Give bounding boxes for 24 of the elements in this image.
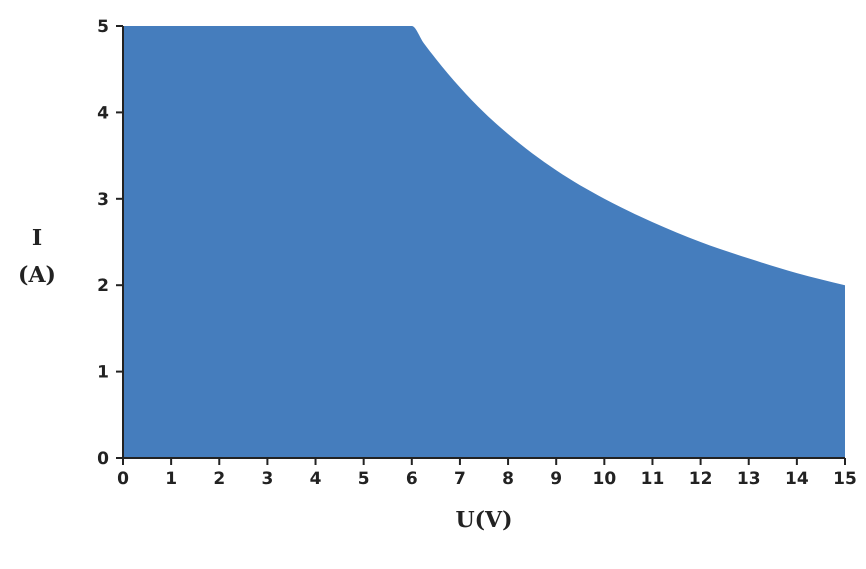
x-tick-label: 13 (736, 469, 761, 489)
x-tick-label: 8 (502, 469, 514, 489)
y-tick-label: 5 (97, 16, 109, 37)
x-tick-label: 14 (785, 469, 809, 489)
x-tick-label: 2 (213, 469, 226, 489)
x-tick-label: 6 (406, 469, 418, 489)
y-tick-label: 1 (97, 362, 109, 383)
x-tick-label: 3 (261, 469, 274, 489)
x-tick-label: 10 (592, 469, 616, 489)
x-tick-label: 4 (310, 469, 322, 489)
x-tick-label: 11 (640, 469, 664, 489)
x-tick-label: 1 (165, 469, 178, 489)
y-tick-label: 2 (97, 276, 109, 296)
x-tick-label: 15 (833, 469, 857, 489)
x-tick-label: 0 (117, 469, 130, 489)
x-tick-label: 9 (550, 469, 562, 489)
y-tick-label: 4 (97, 103, 110, 124)
y-tick-label: 0 (97, 448, 110, 469)
y-axis-title: I (A) (18, 225, 56, 288)
x-tick-label: 7 (454, 469, 466, 489)
y-tick-label: 3 (97, 190, 109, 210)
x-axis-title: U(V) (455, 507, 513, 533)
x-tick-label: 12 (688, 469, 712, 489)
x-tick-label: 5 (358, 469, 370, 489)
